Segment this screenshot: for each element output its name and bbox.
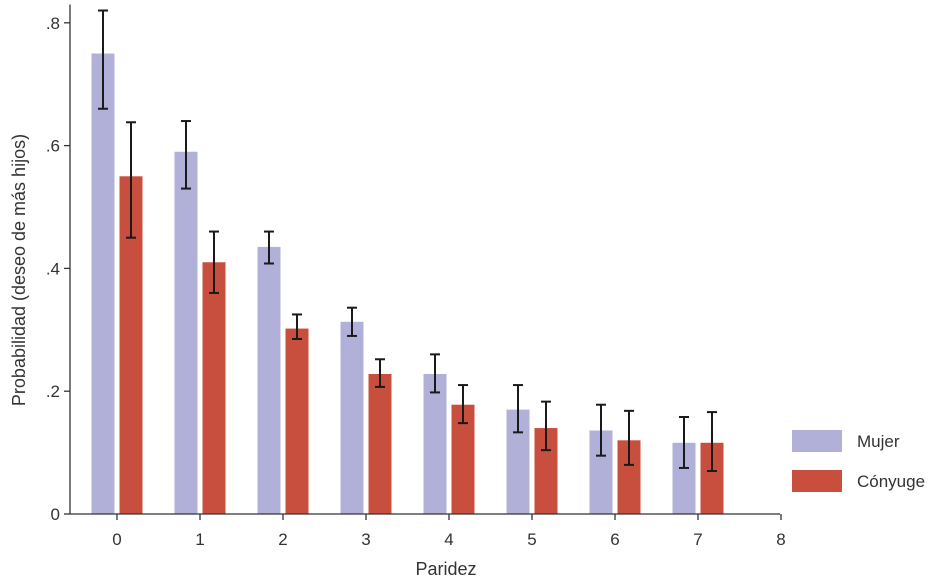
error-bars-layer (98, 9, 717, 473)
bar-conyuge-6 (617, 440, 641, 514)
y-tick-label: .2 (46, 382, 60, 401)
x-tick-label: 3 (361, 530, 370, 549)
bar-conyuge-2 (285, 328, 309, 514)
bar-mujer-2 (257, 246, 281, 514)
error-bar-mujer-7 (679, 415, 689, 469)
bar-mujer-0 (91, 53, 115, 514)
x-tick-label: 8 (776, 530, 785, 549)
x-tick-label: 1 (195, 530, 204, 549)
error-bar-conyuge-4 (458, 384, 468, 425)
bar-mujer-4 (423, 374, 447, 514)
legend-swatch-conyuge (792, 470, 842, 492)
bar-mujer-5 (506, 409, 530, 514)
error-bar-conyuge-2 (292, 313, 302, 341)
error-bar-conyuge-6 (624, 409, 634, 466)
x-tick-label: 4 (444, 530, 453, 549)
y-tick-label: 0 (51, 505, 60, 524)
bars-layer (91, 53, 724, 515)
error-bar-conyuge-1 (209, 230, 219, 294)
bar-mujer-3 (340, 321, 364, 514)
y-axis-title: Probabilidad (deseo de más hijos) (9, 134, 29, 406)
legend: Mujer Cónyuge (792, 430, 925, 492)
bar-conyuge-1 (202, 262, 226, 514)
bar-mujer-6 (589, 430, 613, 514)
x-tick-label: 5 (527, 530, 536, 549)
bar-conyuge-5 (534, 428, 558, 514)
error-bar-mujer-3 (347, 306, 357, 337)
error-bar-mujer-5 (513, 384, 523, 434)
bar-conyuge-7 (700, 442, 724, 514)
error-bar-mujer-6 (596, 403, 606, 457)
error-bar-mujer-1 (181, 120, 191, 190)
legend-label-conyuge: Cónyuge (857, 472, 925, 491)
bar-conyuge-0 (119, 176, 143, 515)
error-bar-mujer-2 (264, 230, 274, 265)
x-tick-label: 0 (112, 530, 121, 549)
legend-swatch-mujer (792, 430, 842, 452)
error-bar-conyuge-5 (541, 400, 551, 452)
y-tick-label: .4 (46, 259, 60, 278)
bar-conyuge-4 (451, 404, 475, 514)
legend-label-mujer: Mujer (857, 432, 900, 451)
bar-mujer-1 (174, 151, 198, 515)
y-tick-label: .8 (46, 14, 60, 33)
x-ticks: 0 1 2 3 4 5 6 7 8 (112, 514, 786, 549)
bar-conyuge-3 (368, 374, 392, 514)
error-bar-mujer-4 (430, 353, 440, 394)
error-bar-mujer-0 (98, 9, 108, 110)
x-axis-title: Paridez (415, 559, 476, 579)
error-bar-conyuge-0 (126, 121, 136, 239)
x-tick-label: 6 (610, 530, 619, 549)
y-ticks: 0 .2 .4 .6 .8 (46, 14, 70, 524)
bar-mujer-7 (672, 442, 696, 514)
error-bar-conyuge-3 (375, 358, 385, 388)
x-tick-label: 2 (278, 530, 287, 549)
x-tick-label: 7 (693, 530, 702, 549)
y-tick-label: .6 (46, 137, 60, 156)
error-bar-conyuge-7 (707, 411, 717, 473)
